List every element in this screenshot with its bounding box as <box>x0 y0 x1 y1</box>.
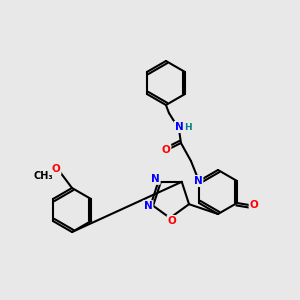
Text: N: N <box>151 174 160 184</box>
Text: O: O <box>162 145 170 155</box>
Text: N: N <box>175 122 183 132</box>
Text: O: O <box>168 216 176 226</box>
Text: O: O <box>52 164 60 174</box>
Text: O: O <box>250 200 258 210</box>
Text: N: N <box>194 176 202 186</box>
Text: CH₃: CH₃ <box>33 171 53 181</box>
Text: H: H <box>184 124 192 133</box>
Text: N: N <box>144 201 152 211</box>
